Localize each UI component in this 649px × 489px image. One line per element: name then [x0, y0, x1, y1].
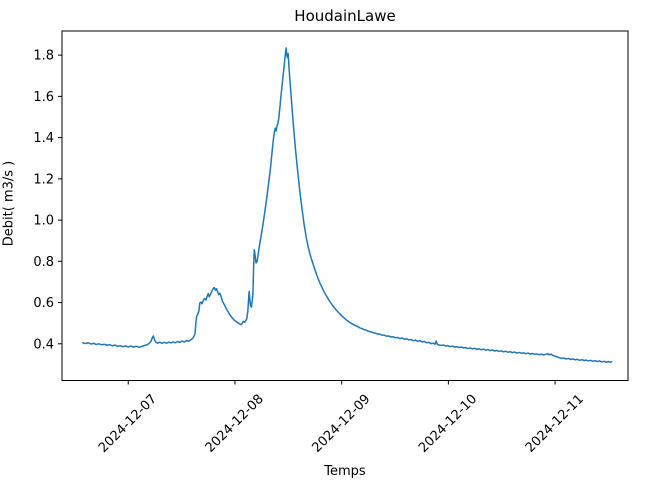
x-axis-label: Temps	[324, 464, 366, 479]
y-tick-label: 0.6	[33, 296, 54, 311]
chart-title: HoudainLawe	[294, 7, 396, 25]
y-tick-label: 0.8	[33, 255, 54, 270]
axes-box	[61, 30, 629, 381]
x-tick-label: 2024-12-07	[96, 392, 160, 456]
x-tick-label: 2024-12-08	[203, 392, 267, 456]
y-tick-label: 1.8	[33, 49, 54, 64]
y-axis-label: Debit( m3/s )	[1, 160, 17, 247]
y-tick-label: 1.4	[33, 131, 54, 146]
y-tick-label: 0.4	[33, 337, 54, 352]
x-tick-label: 2024-12-09	[309, 392, 373, 456]
y-tick-label: 1.0	[33, 214, 54, 229]
x-tick-label: 2024-12-11	[523, 392, 587, 456]
y-tick-label: 1.2	[33, 172, 54, 187]
x-tick-label: 2024-12-10	[416, 392, 480, 456]
y-tick-label: 1.6	[33, 90, 54, 105]
data-line-series	[82, 47, 613, 364]
